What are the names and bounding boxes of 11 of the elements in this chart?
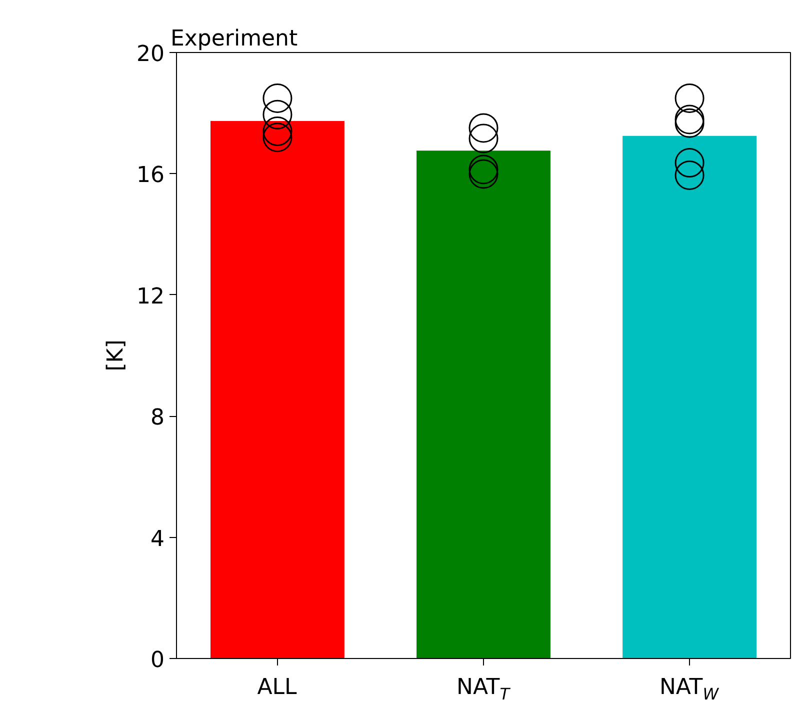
chart-title: Experiment — [170, 26, 298, 52]
x-tick-label: NAT$_{T}$ — [456, 674, 510, 706]
x-tick-label: NAT$_{W}$ — [659, 674, 719, 706]
y-tick-label: 16 — [136, 163, 165, 188]
y-axis-title: [K] — [104, 340, 129, 372]
y-tick-label: 20 — [136, 42, 165, 67]
y-tick-label: 0 — [150, 648, 165, 673]
y-tick-label: 12 — [136, 284, 165, 310]
y-tick-label: 4 — [150, 526, 165, 552]
x-tick-label: ALL — [257, 674, 297, 702]
y-tick-label: 8 — [150, 406, 165, 431]
